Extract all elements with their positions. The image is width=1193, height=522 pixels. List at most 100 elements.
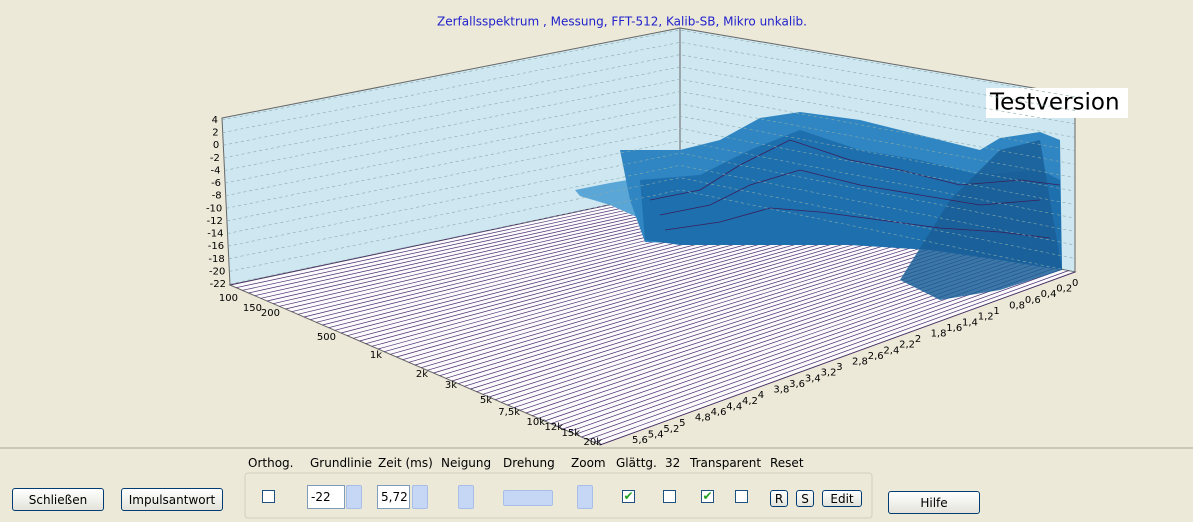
orthog-checkbox[interactable] — [262, 490, 275, 503]
time-tick-label: 2,2 — [899, 340, 915, 351]
checkbox[interactable] — [663, 490, 676, 503]
level-tick-label: -22 — [210, 279, 226, 290]
time-tick-label: 3,4 — [805, 373, 821, 384]
time-tick-label: 2,8 — [852, 357, 868, 368]
floor-line — [507, 251, 977, 406]
label: Neigung — [441, 456, 492, 470]
checkbox[interactable] — [735, 490, 748, 503]
label: Grundlinie — [310, 456, 373, 470]
label: Transparent — [690, 456, 762, 470]
time-tick-label: 0,4 — [1041, 289, 1057, 300]
grid-line — [229, 189, 1076, 285]
spinner[interactable] — [346, 485, 362, 509]
grid-line — [224, 78, 1076, 171]
grid-line — [226, 115, 1076, 209]
close-button[interactable]: Schließen — [12, 488, 104, 511]
label: Zoom — [571, 456, 606, 470]
grid-line — [223, 66, 1076, 159]
edit-button[interactable]: Edit — [822, 490, 862, 507]
floor-line — [445, 237, 911, 379]
floor-line — [384, 223, 845, 353]
time-tick-label: 3,6 — [789, 379, 805, 390]
level-tick-label: -18 — [208, 254, 224, 265]
grid-line — [226, 128, 1076, 222]
label: 32 — [665, 456, 681, 470]
time-tick-label: 0,6 — [1025, 295, 1041, 306]
watermark: Testversion — [989, 90, 1120, 116]
transparent-checkbox[interactable]: ✔ — [701, 489, 714, 503]
floor-line — [421, 232, 885, 369]
chart-title: Zerfallsspektrum , Messung, FFT-512, Kal… — [437, 15, 807, 29]
level-tick-label: -16 — [208, 241, 224, 252]
time-tick-label: 5,2 — [663, 424, 679, 435]
level-tick-label: 0 — [213, 140, 219, 151]
grid-line — [222, 42, 1076, 133]
frequency-tick-label: 10k — [526, 417, 545, 428]
time-tick-label: 4,8 — [695, 413, 711, 424]
frequency-tick-label: 20k — [583, 437, 602, 448]
time-tick-label: 1,8 — [931, 328, 947, 339]
frequency-tick-label: 3k — [445, 380, 457, 391]
floor-line — [242, 192, 694, 291]
time-tick-label: 3,8 — [773, 385, 789, 396]
floor-line — [587, 268, 1062, 440]
time-tick-label: 4,2 — [742, 396, 758, 407]
grid-line — [225, 91, 1076, 184]
floor-line — [470, 242, 937, 390]
floor-line — [501, 249, 970, 403]
time-tick-label: 5 — [679, 418, 685, 429]
time-tick-label: 1 — [993, 306, 999, 317]
level-tick-label: -4 — [210, 165, 220, 176]
time-tick-label: 2,6 — [868, 351, 884, 362]
spinner[interactable] — [412, 485, 428, 509]
time-tick-label: 1,6 — [946, 323, 962, 334]
smooth-checkbox[interactable]: ✔ — [622, 489, 635, 503]
level-tick-label: -10 — [206, 203, 222, 214]
floor-line — [236, 191, 687, 289]
frequency-tick-label: 12k — [544, 422, 563, 433]
s-button[interactable]: S — [796, 490, 814, 507]
label: Drehung — [503, 456, 555, 470]
floor-line — [439, 236, 904, 377]
time-tick-label: 4,6 — [711, 407, 727, 418]
floor-line — [451, 238, 918, 382]
time-tick-label: 3,2 — [821, 368, 837, 379]
grid-line — [223, 54, 1076, 146]
level-tick-label: 2 — [212, 128, 218, 139]
floor-line — [402, 227, 865, 361]
floor-line — [581, 267, 1056, 438]
time-tick-label: 2 — [915, 334, 921, 345]
tilt-spinner[interactable] — [458, 485, 474, 509]
time-input[interactable]: 5,72 — [377, 485, 410, 509]
floor-line — [390, 225, 852, 355]
frequency-tick-label: 200 — [261, 308, 280, 319]
frequency-tick-label: 150 — [243, 303, 262, 314]
frequency-tick-label: 100 — [219, 293, 238, 304]
label: Reset — [770, 456, 804, 470]
time-tick-label: 2,4 — [883, 345, 899, 356]
r-button[interactable]: R — [770, 490, 788, 507]
floor-line — [464, 241, 931, 387]
floor-line — [414, 230, 878, 366]
floor-line — [482, 245, 951, 395]
floor-line — [408, 229, 872, 363]
impulse-button[interactable]: Impulsantwort — [121, 488, 223, 511]
frequency-tick-label: 7,5k — [498, 407, 520, 418]
floor-line — [488, 247, 957, 398]
grid-line — [221, 29, 1076, 121]
rotate-spinner[interactable] — [503, 490, 553, 506]
floor-line — [229, 189, 681, 286]
help-button[interactable]: Hilfe — [888, 491, 980, 514]
baseline-input[interactable]: -22 — [307, 485, 345, 509]
floor-line — [396, 226, 858, 358]
time-tick-label: 4 — [758, 390, 764, 401]
zoom-spinner[interactable] — [577, 485, 593, 509]
floor-line — [433, 234, 898, 374]
floor-line — [458, 240, 924, 385]
watermark-box — [986, 88, 1128, 118]
frequency-tick-label: 500 — [317, 332, 336, 343]
level-tick-label: -6 — [211, 178, 221, 189]
label: Orthog. — [248, 456, 294, 470]
